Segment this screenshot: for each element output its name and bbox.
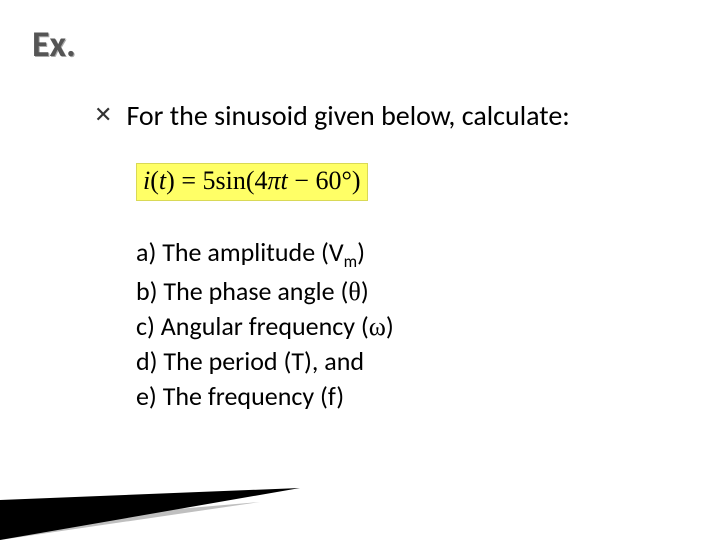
eq-amp: 5	[202, 166, 215, 195]
equation-highlight: i(t) = 5sin(4πt − 60°)	[136, 163, 368, 201]
eq-pi: π	[268, 166, 281, 195]
question-b: b) The phase angle (θ)	[136, 274, 690, 309]
q-a-pre: a) The amplitude (V	[136, 236, 344, 268]
q-c-sym: ω	[369, 312, 386, 341]
questions-list: a) The amplitude (Vm) b) The phase angle…	[136, 235, 690, 414]
corner-decoration	[0, 460, 340, 540]
question-d: d) The period (T), and	[136, 344, 690, 379]
q-a-post: )	[357, 236, 365, 268]
content-area: ✕ For the sinusoid given below, calculat…	[94, 98, 690, 414]
slide-title: Ex.	[32, 22, 690, 66]
eq-equals: =	[181, 166, 196, 195]
q-b-sym: θ	[348, 277, 360, 306]
eq-func: sin	[215, 166, 245, 195]
question-c: c) Angular frequency (ω)	[136, 309, 690, 344]
slide-container: Ex. ✕ For the sinusoid given below, calc…	[0, 0, 720, 540]
q-c-post: )	[386, 310, 394, 342]
q-b-pre: b) The phase angle (	[136, 275, 348, 307]
question-a: a) The amplitude (Vm)	[136, 235, 690, 274]
eq-phase: 60	[315, 166, 341, 195]
equation-block: i(t) = 5sin(4πt − 60°)	[136, 163, 690, 201]
intro-text: For the sinusoid given below, calculate:	[126, 98, 569, 133]
eq-minus: −	[294, 166, 309, 195]
intro-row: ✕ For the sinusoid given below, calculat…	[94, 98, 690, 133]
q-c-pre: c) Angular frequency (	[136, 310, 369, 342]
q-a-sub: m	[344, 251, 358, 272]
q-b-post: )	[361, 275, 369, 307]
deco-grey-shape	[0, 502, 260, 540]
bullet-icon: ✕	[94, 102, 112, 128]
eq-deg: °	[341, 166, 351, 195]
question-e: e) The frequency (f)	[136, 379, 690, 414]
eq-var: t	[281, 166, 288, 195]
deco-black-shape	[0, 488, 300, 540]
eq-coeff: 4	[255, 166, 268, 195]
